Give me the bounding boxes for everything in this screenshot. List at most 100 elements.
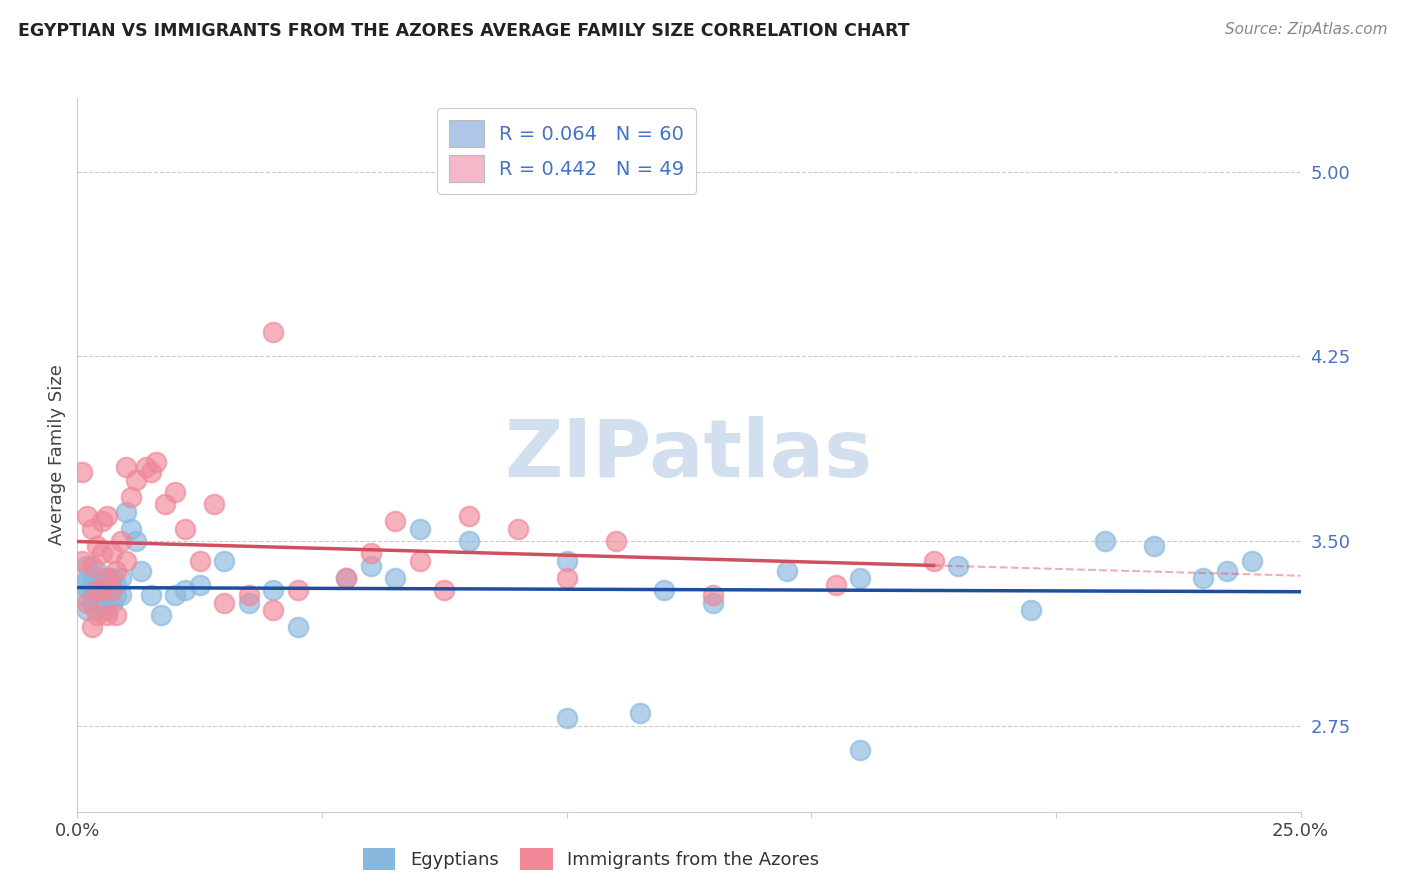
Point (155, 497, 177, 511)
Point (86, 603, 108, 617)
Point (90, 514, 112, 528)
Point (96, 583, 118, 598)
Point (90, 588, 112, 602)
Point (174, 522, 197, 536)
Point (360, 558, 382, 573)
Point (125, 534, 148, 549)
Point (90, 583, 112, 598)
Point (922, 554, 945, 568)
Point (212, 554, 235, 568)
Point (1094, 534, 1116, 549)
Point (96, 571, 118, 585)
Point (457, 534, 479, 549)
Point (188, 554, 211, 568)
Point (90, 546, 112, 560)
Point (287, 620, 309, 634)
Point (262, 325, 284, 339)
Point (238, 596, 260, 610)
Point (100, 583, 122, 598)
Point (80, 588, 103, 602)
Point (335, 571, 357, 585)
Point (262, 603, 284, 617)
Point (1191, 571, 1213, 585)
Point (80, 583, 103, 598)
Point (90, 578, 112, 592)
Point (86, 539, 108, 553)
Point (80, 522, 103, 536)
Point (105, 564, 128, 578)
Point (287, 583, 309, 598)
Point (86, 583, 108, 598)
Point (110, 534, 132, 549)
Point (702, 596, 724, 610)
Point (70, 588, 93, 602)
Point (139, 588, 162, 602)
Point (145, 455, 167, 469)
Point (506, 522, 529, 536)
Point (139, 465, 162, 479)
Point (849, 571, 872, 585)
Point (849, 743, 872, 757)
Point (555, 571, 578, 585)
Point (70, 465, 93, 479)
Point (433, 583, 456, 598)
Point (110, 588, 132, 602)
Point (212, 596, 235, 610)
Point (409, 522, 432, 536)
Point (628, 706, 651, 721)
Point (90, 583, 112, 598)
Point (115, 504, 138, 518)
Point (80, 620, 103, 634)
Point (824, 578, 846, 592)
Point (135, 460, 157, 475)
Point (96, 603, 118, 617)
Point (96, 607, 118, 622)
Point (202, 497, 225, 511)
Point (105, 588, 128, 602)
Point (384, 514, 406, 528)
Point (105, 578, 128, 592)
Point (776, 564, 799, 578)
Point (86, 564, 108, 578)
Point (80, 558, 103, 573)
Point (605, 534, 627, 549)
Point (174, 583, 197, 598)
Point (100, 546, 122, 560)
Legend: Egyptians, Immigrants from the Azores: Egyptians, Immigrants from the Azores (356, 841, 827, 878)
Point (115, 554, 138, 568)
Point (76, 603, 98, 617)
Y-axis label: Average Family Size: Average Family Size (48, 365, 66, 545)
Point (76, 571, 98, 585)
Point (86, 588, 108, 602)
Point (80, 583, 103, 598)
Point (457, 509, 479, 524)
Point (120, 490, 142, 504)
Point (70, 554, 93, 568)
Point (100, 596, 122, 610)
Point (120, 522, 142, 536)
Point (409, 554, 432, 568)
Point (129, 564, 152, 578)
Point (1021, 603, 1043, 617)
Point (262, 583, 284, 598)
Point (100, 583, 122, 598)
Point (1216, 564, 1239, 578)
Point (80, 571, 103, 585)
Point (188, 578, 211, 592)
Point (165, 588, 187, 602)
Point (86, 571, 108, 585)
Point (165, 484, 187, 499)
Point (238, 588, 260, 602)
Point (125, 473, 148, 487)
Point (335, 571, 357, 585)
Point (654, 583, 676, 598)
Point (110, 571, 132, 585)
Point (100, 571, 122, 585)
Point (90, 588, 112, 602)
Point (76, 509, 98, 524)
Point (555, 711, 578, 725)
Point (384, 571, 406, 585)
Point (96, 509, 118, 524)
Text: ZIPatlas: ZIPatlas (505, 416, 873, 494)
Point (1240, 554, 1263, 568)
